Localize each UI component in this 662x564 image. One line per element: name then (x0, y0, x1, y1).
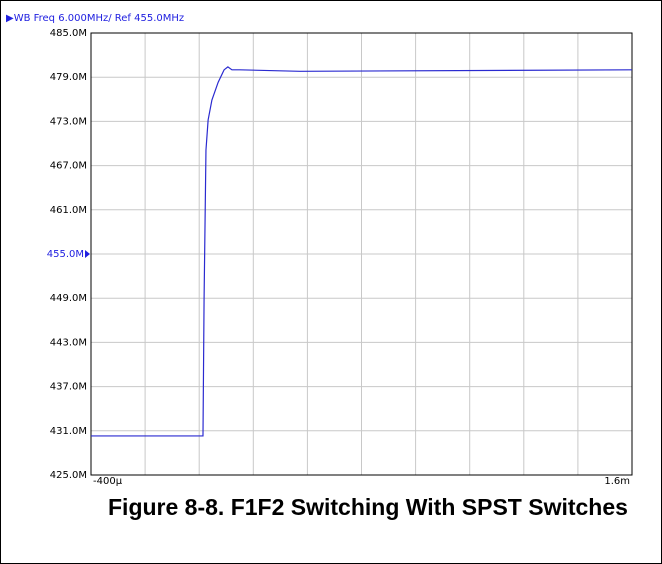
plot-frame (90, 32, 633, 476)
x-tick-label: -400µ (93, 476, 123, 487)
y-tick-label: 479.0M (50, 72, 87, 83)
chart-title: Figure 8-8. F1F2 Switching With SPST Swi… (108, 494, 628, 520)
y-tick-label: 461.0M (50, 205, 87, 216)
y-tick-label: 425.0M (50, 470, 87, 481)
y-tick-label: 431.0M (50, 426, 87, 437)
reference-marker (85, 250, 90, 258)
trace (91, 66, 633, 437)
header: ▶WB Freq 6.000MHz/ Ref 455.0MHz (6, 13, 184, 24)
y-tick-label: 467.0M (50, 161, 87, 172)
y-tick-label: 443.0M (50, 337, 87, 348)
y-tick-label: 437.0M (50, 382, 87, 393)
y-tick-label: 455.0M (47, 249, 84, 260)
x-tick-label: 1.6m (604, 476, 630, 487)
y-tick-label: 473.0M (50, 116, 87, 127)
y-tick-label: 485.0M (50, 28, 87, 39)
y-tick-label: 449.0M (50, 293, 87, 304)
